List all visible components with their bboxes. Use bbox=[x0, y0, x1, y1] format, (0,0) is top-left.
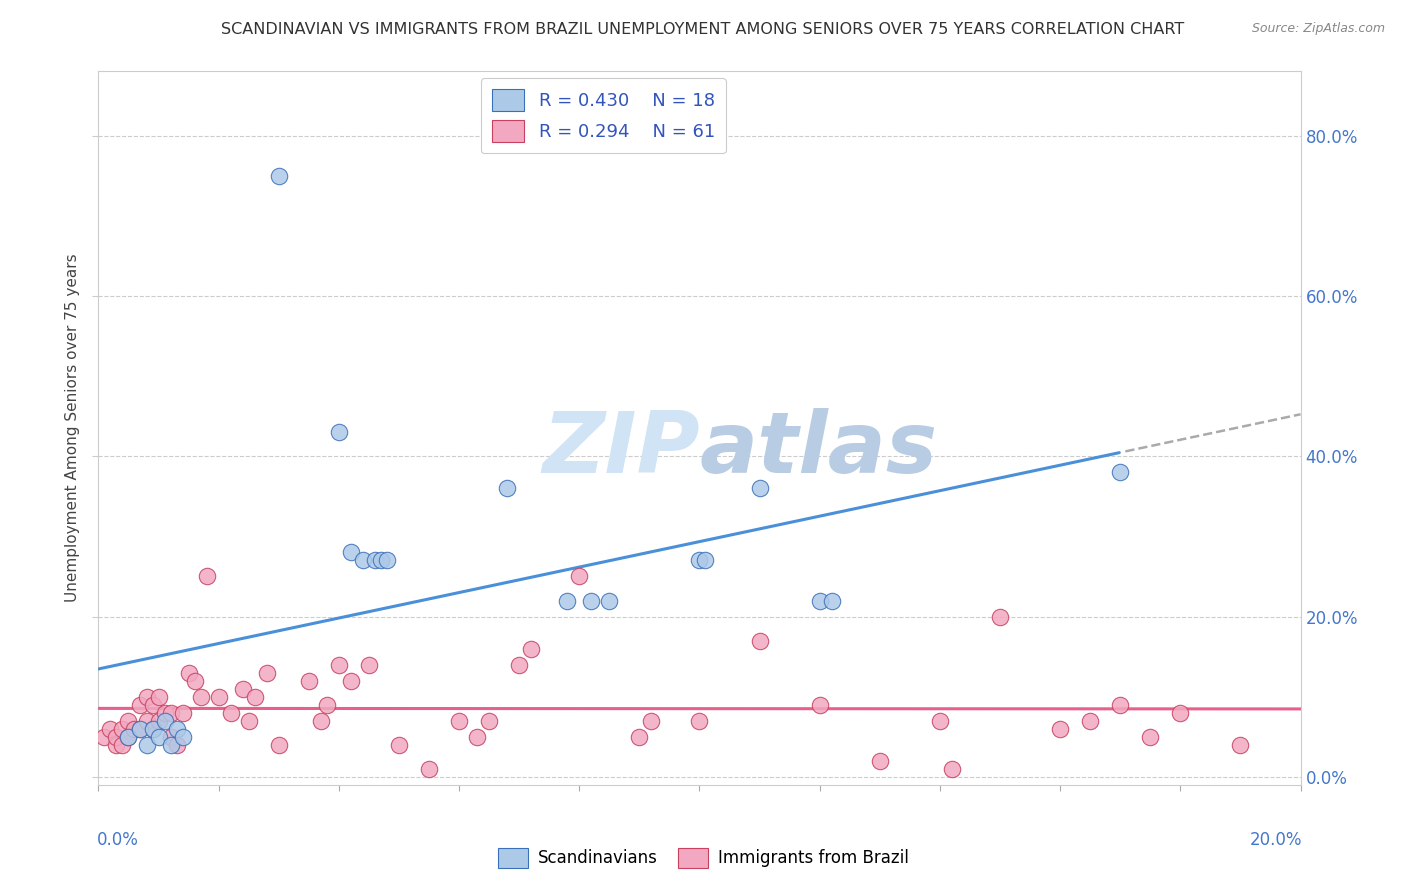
Point bbox=[256, 665, 278, 680]
Point bbox=[748, 481, 770, 495]
Point bbox=[148, 714, 170, 728]
Point bbox=[418, 762, 440, 776]
Point bbox=[1109, 698, 1132, 712]
Point bbox=[153, 706, 176, 720]
Point bbox=[1170, 706, 1192, 720]
Point bbox=[172, 730, 194, 744]
Point bbox=[93, 730, 115, 744]
Text: ZIP: ZIP bbox=[541, 408, 700, 491]
Point bbox=[124, 722, 146, 736]
Point bbox=[352, 553, 374, 567]
Text: Source: ZipAtlas.com: Source: ZipAtlas.com bbox=[1251, 22, 1385, 36]
Point bbox=[190, 690, 212, 704]
Point bbox=[105, 738, 128, 752]
Point bbox=[370, 553, 392, 567]
Point bbox=[375, 553, 398, 567]
Point bbox=[135, 690, 157, 704]
Point bbox=[357, 657, 380, 672]
Point bbox=[141, 722, 163, 736]
Point bbox=[508, 657, 530, 672]
Point bbox=[1229, 738, 1251, 752]
Point bbox=[478, 714, 501, 728]
Point bbox=[388, 738, 411, 752]
Point bbox=[219, 706, 242, 720]
Point bbox=[520, 641, 543, 656]
Y-axis label: Unemployment Among Seniors over 75 years: Unemployment Among Seniors over 75 years bbox=[65, 254, 80, 602]
Point bbox=[496, 481, 519, 495]
Point bbox=[117, 730, 139, 744]
Point bbox=[105, 730, 128, 744]
Point bbox=[135, 738, 157, 752]
Point bbox=[748, 633, 770, 648]
Point bbox=[808, 593, 831, 607]
Point bbox=[129, 722, 152, 736]
Point bbox=[129, 722, 152, 736]
Point bbox=[598, 593, 620, 607]
Point bbox=[568, 569, 591, 583]
Point bbox=[340, 545, 363, 559]
Point bbox=[298, 673, 321, 688]
Point bbox=[166, 722, 188, 736]
Point bbox=[195, 569, 218, 583]
Point bbox=[555, 593, 578, 607]
Point bbox=[159, 738, 181, 752]
Point bbox=[447, 714, 470, 728]
Point bbox=[929, 714, 952, 728]
Point bbox=[941, 762, 963, 776]
Text: SCANDINAVIAN VS IMMIGRANTS FROM BRAZIL UNEMPLOYMENT AMONG SENIORS OVER 75 YEARS : SCANDINAVIAN VS IMMIGRANTS FROM BRAZIL U… bbox=[221, 22, 1185, 37]
Point bbox=[1139, 730, 1161, 744]
Point bbox=[208, 690, 231, 704]
Text: atlas: atlas bbox=[700, 408, 938, 491]
Point bbox=[581, 593, 603, 607]
Point bbox=[166, 738, 188, 752]
Point bbox=[148, 690, 170, 704]
Point bbox=[111, 738, 134, 752]
Point bbox=[159, 730, 181, 744]
Point bbox=[465, 730, 488, 744]
Point bbox=[172, 706, 194, 720]
Point bbox=[135, 714, 157, 728]
Point bbox=[183, 673, 205, 688]
Text: 20.0%: 20.0% bbox=[1250, 831, 1302, 849]
Point bbox=[232, 681, 254, 696]
Point bbox=[141, 698, 163, 712]
Legend: Scandinavians, Immigrants from Brazil: Scandinavians, Immigrants from Brazil bbox=[491, 841, 915, 875]
Point bbox=[1049, 722, 1071, 736]
Point bbox=[100, 722, 122, 736]
Point bbox=[129, 698, 152, 712]
Point bbox=[267, 738, 290, 752]
Point bbox=[141, 722, 163, 736]
Point bbox=[243, 690, 266, 704]
Legend: R = 0.430    N = 18, R = 0.294    N = 61: R = 0.430 N = 18, R = 0.294 N = 61 bbox=[481, 78, 725, 153]
Point bbox=[111, 722, 134, 736]
Point bbox=[689, 714, 711, 728]
Point bbox=[153, 714, 176, 728]
Point bbox=[315, 698, 337, 712]
Point bbox=[628, 730, 651, 744]
Point bbox=[689, 553, 711, 567]
Point bbox=[988, 609, 1011, 624]
Point bbox=[309, 714, 332, 728]
Point bbox=[117, 714, 139, 728]
Text: 0.0%: 0.0% bbox=[97, 831, 139, 849]
Point bbox=[695, 553, 717, 567]
Point bbox=[808, 698, 831, 712]
Point bbox=[340, 673, 363, 688]
Point bbox=[328, 657, 350, 672]
Point bbox=[1078, 714, 1101, 728]
Point bbox=[328, 425, 350, 439]
Point bbox=[640, 714, 662, 728]
Point bbox=[117, 730, 139, 744]
Point bbox=[238, 714, 260, 728]
Point bbox=[821, 593, 844, 607]
Point bbox=[159, 706, 181, 720]
Point bbox=[177, 665, 200, 680]
Point bbox=[148, 730, 170, 744]
Point bbox=[364, 553, 387, 567]
Point bbox=[267, 169, 290, 183]
Point bbox=[869, 754, 891, 768]
Point bbox=[1109, 465, 1132, 479]
